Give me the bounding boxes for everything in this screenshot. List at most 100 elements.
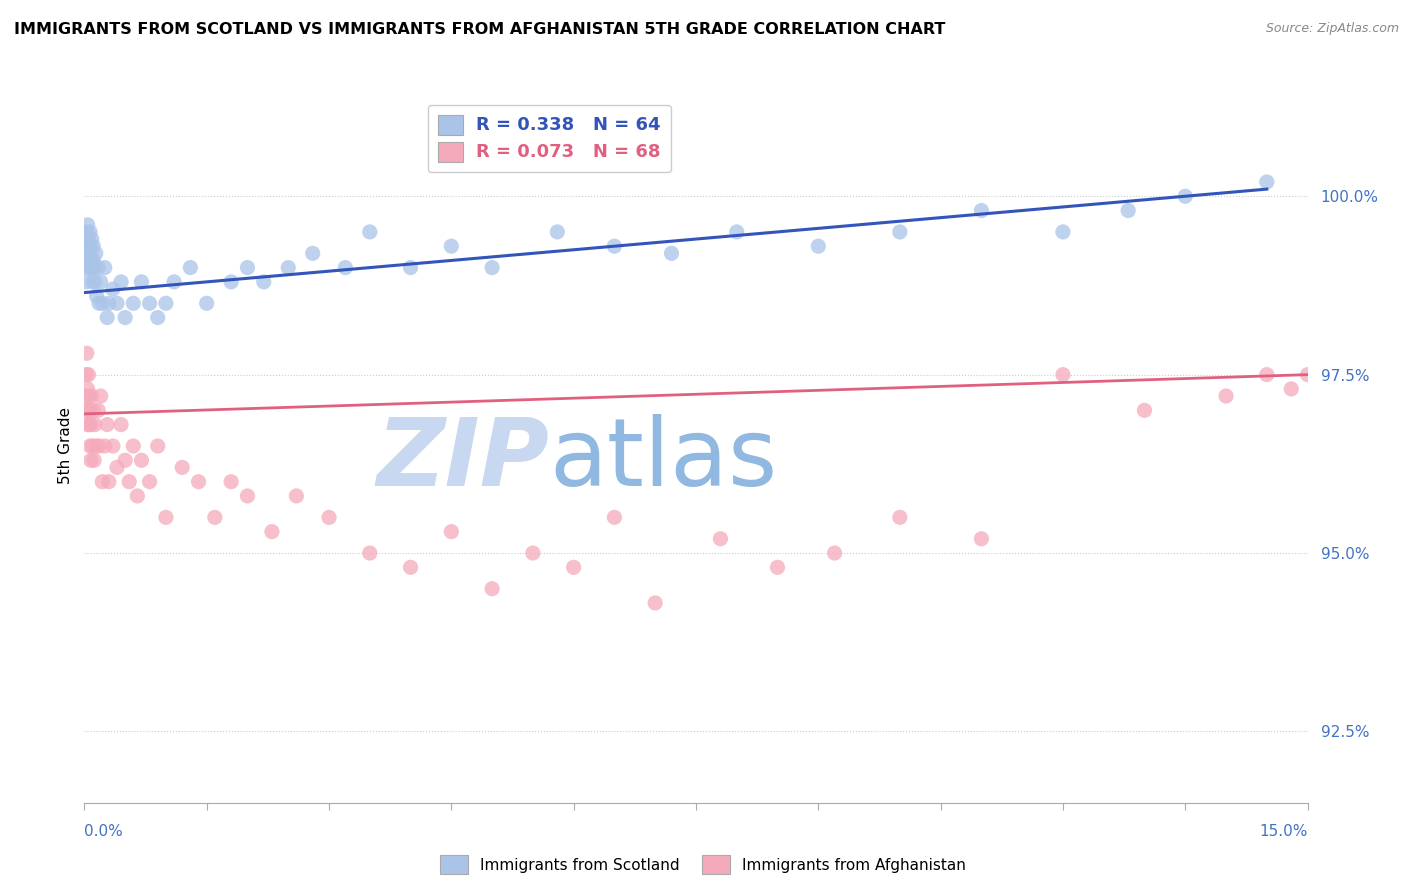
Point [131, 275, 153, 289]
Point [824, 546, 846, 560]
Point [110, 417, 132, 432]
Point [80, 232, 103, 246]
Point [76, 260, 98, 275]
Point [105, 296, 128, 310]
Point [77, 260, 100, 275]
Point [163, 275, 186, 289]
Point [481, 582, 503, 596]
Point [766, 560, 789, 574]
Point [84, 417, 107, 432]
Point [76, 346, 98, 360]
Point [562, 560, 585, 574]
Point [172, 460, 194, 475]
Point [84, 246, 107, 260]
Point [603, 510, 626, 524]
Point [93, 439, 115, 453]
Point [87, 439, 110, 453]
Point [87, 403, 110, 417]
Point [101, 282, 124, 296]
Point [301, 246, 323, 260]
Point [80, 260, 103, 275]
Legend: R = 0.338   N = 64, R = 0.073   N = 68: R = 0.338 N = 64, R = 0.073 N = 68 [427, 104, 671, 172]
Point [77, 368, 100, 382]
Point [644, 596, 666, 610]
Point [1296, 368, 1319, 382]
Point [335, 260, 357, 275]
Point [318, 510, 340, 524]
Point [80, 389, 103, 403]
Point [75, 246, 97, 260]
Point [76, 225, 98, 239]
Point [219, 475, 242, 489]
Point [481, 260, 503, 275]
Point [86, 289, 108, 303]
Point [97, 296, 120, 310]
Point [970, 203, 993, 218]
Point [359, 225, 381, 239]
Point [110, 275, 132, 289]
Point [1116, 203, 1139, 218]
Point [1215, 389, 1237, 403]
Point [91, 296, 114, 310]
Point [179, 260, 201, 275]
Point [399, 260, 422, 275]
Point [204, 510, 226, 524]
Point [146, 439, 169, 453]
Point [709, 532, 731, 546]
Point [131, 453, 153, 467]
Point [118, 475, 141, 489]
Point [105, 460, 128, 475]
Point [546, 225, 568, 239]
Point [82, 260, 104, 275]
Point [96, 310, 118, 325]
Point [76, 403, 98, 417]
Point [82, 275, 104, 289]
Point [114, 310, 136, 325]
Point [77, 417, 100, 432]
Point [146, 310, 169, 325]
Point [236, 260, 259, 275]
Point [807, 239, 830, 253]
Point [1133, 403, 1156, 417]
Text: 15.0%: 15.0% [1260, 824, 1308, 839]
Point [661, 246, 683, 260]
Point [90, 389, 112, 403]
Point [1256, 175, 1278, 189]
Point [155, 296, 177, 310]
Point [277, 260, 299, 275]
Point [195, 296, 218, 310]
Point [83, 260, 105, 275]
Point [889, 510, 911, 524]
Point [603, 239, 626, 253]
Point [77, 403, 100, 417]
Text: 0.0%: 0.0% [84, 824, 124, 839]
Point [82, 403, 104, 417]
Text: atlas: atlas [550, 414, 778, 507]
Point [80, 453, 103, 467]
Point [114, 453, 136, 467]
Point [82, 439, 104, 453]
Text: ZIP: ZIP [377, 414, 550, 507]
Y-axis label: 5th Grade: 5th Grade [58, 408, 73, 484]
Point [96, 417, 118, 432]
Point [253, 275, 276, 289]
Point [725, 225, 748, 239]
Point [138, 296, 160, 310]
Point [101, 439, 124, 453]
Legend: Immigrants from Scotland, Immigrants from Afghanistan: Immigrants from Scotland, Immigrants fro… [434, 849, 972, 880]
Point [77, 389, 100, 403]
Point [970, 532, 993, 546]
Point [260, 524, 283, 539]
Point [91, 475, 114, 489]
Point [77, 253, 100, 268]
Point [80, 253, 103, 268]
Point [75, 368, 97, 382]
Point [187, 475, 209, 489]
Point [76, 417, 98, 432]
Point [82, 239, 104, 253]
Point [127, 489, 149, 503]
Point [80, 239, 103, 253]
Text: Source: ZipAtlas.com: Source: ZipAtlas.com [1265, 22, 1399, 36]
Point [285, 489, 308, 503]
Point [122, 296, 145, 310]
